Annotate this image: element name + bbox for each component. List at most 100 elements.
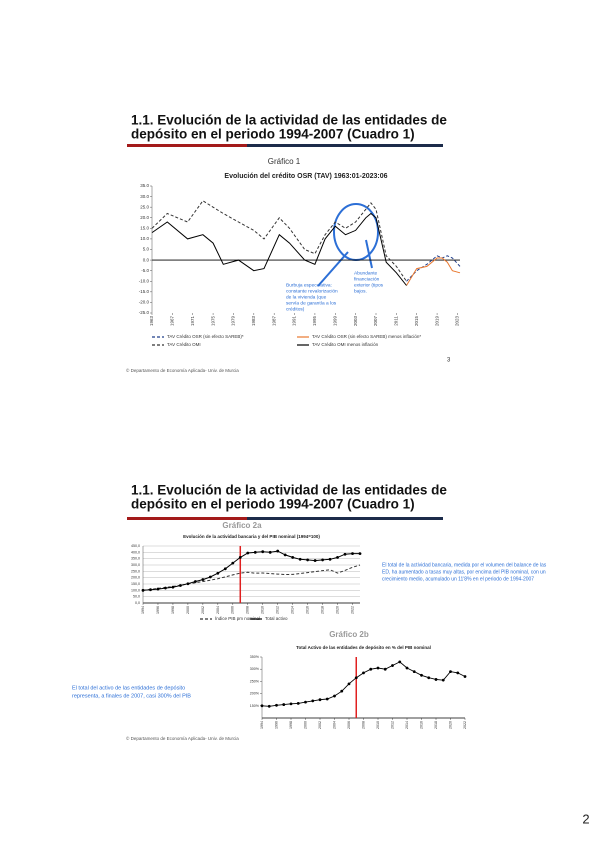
x-tick-label: 2011: [394, 316, 399, 326]
data-point: [260, 704, 264, 708]
x-tick-label: 2022: [463, 721, 467, 729]
x-tick-label: 2010: [261, 606, 265, 614]
x-tick-label: 1999: [332, 316, 337, 327]
x-tick-label: 1987: [271, 316, 276, 327]
data-point: [456, 671, 460, 675]
data-point: [405, 666, 409, 670]
annotation: de la vivienda (que: [286, 294, 327, 300]
data-point: [427, 676, 431, 680]
data-point: [238, 556, 242, 559]
legend-label: Total activo: [265, 616, 288, 621]
data-point: [298, 557, 302, 561]
y-tick-label: 450,0: [131, 544, 140, 548]
x-tick-label: 2000: [186, 606, 190, 614]
note-text: crecimiento medio, acumulado un 11'8% en…: [382, 576, 534, 582]
chart-title: Evolución de la actividad bancaria y del…: [183, 534, 320, 539]
data-point: [267, 704, 271, 708]
legend-label: Índice PIB pm nominal: [215, 615, 260, 621]
slide-title: 1.1. Evolución de la actividad de las en…: [131, 113, 447, 128]
x-tick-label: 2012: [390, 721, 394, 729]
footer: © Departamento de Economía Aplicada- Uni…: [126, 735, 239, 741]
data-point: [369, 667, 373, 671]
x-tick-label: 1995: [312, 316, 317, 327]
data-point: [376, 666, 380, 670]
data-point: [231, 561, 235, 565]
y-tick-label: -5.0: [141, 268, 149, 273]
y-tick-label: 350,0: [131, 557, 140, 561]
data-point: [463, 675, 467, 678]
legend-label: TAV Crédito OMI menos inflación: [312, 342, 379, 347]
annotation: financiación: [354, 276, 380, 282]
y-tick-label: 400,0: [131, 550, 140, 554]
x-tick-label: 2002: [201, 606, 205, 614]
data-point: [149, 588, 152, 592]
data-point: [441, 678, 445, 682]
data-point: [216, 571, 220, 575]
annotation: servía de garantía a los: [286, 300, 337, 306]
y-tick-label: 50,0: [133, 595, 140, 599]
x-tick-label: 2012: [276, 606, 280, 614]
x-tick-label: 2016: [419, 721, 423, 729]
x-tick-label: 2015: [414, 316, 419, 327]
x-tick-label: 2002: [318, 721, 322, 729]
x-tick-label: 2008: [246, 606, 250, 614]
y-tick-label: -15.0: [139, 289, 150, 294]
data-point: [282, 703, 286, 706]
note-text: representa, a finales de 2007, casi 300%…: [72, 693, 191, 699]
data-point: [383, 667, 387, 671]
data-point: [351, 552, 354, 555]
y-tick-label: 200,0: [131, 576, 140, 580]
data-point: [276, 549, 280, 553]
x-tick-label: 1975: [210, 316, 215, 327]
annotation: Abundante: [354, 270, 378, 276]
data-point: [283, 553, 287, 557]
x-tick-label: 1971: [190, 316, 195, 327]
note-text: ED, ha aumentado a tasas muy altas, por …: [382, 569, 546, 575]
annotation: exterior (tipos: [354, 282, 384, 288]
slide-number: 3: [447, 358, 451, 364]
y-tick-label: 250,0: [131, 569, 140, 573]
data-point: [208, 575, 212, 579]
data-point: [141, 588, 145, 592]
x-tick-label: 2018: [321, 606, 325, 614]
title-bar-blue: [247, 144, 443, 147]
figure-label: Gráfico 1: [268, 157, 301, 166]
x-tick-label: 2019: [434, 316, 439, 327]
title-bar-red: [127, 144, 247, 147]
legend-label: TAV Crédito OSR (sin efecto SAREB)*: [167, 334, 244, 339]
annotation: créditos): [286, 306, 305, 312]
data-point: [318, 698, 322, 702]
x-tick-label: 2020: [336, 606, 340, 614]
legend-label: TAV Crédito OMI: [167, 342, 201, 347]
x-tick-label: 2000: [303, 721, 307, 729]
series-line: [151, 200, 407, 282]
y-tick-label: 0.0: [143, 257, 150, 262]
x-tick-label: 2010: [376, 721, 380, 729]
slide-title: depósito en el periodo 1994-2007 (Cuadro…: [131, 497, 415, 512]
data-point: [164, 586, 167, 590]
y-tick-label: 250%: [250, 679, 260, 683]
data-point: [333, 694, 336, 698]
x-tick-label: 2018: [434, 721, 438, 729]
y-tick-label: 0,0: [135, 601, 140, 605]
data-point: [306, 558, 310, 562]
data-point: [434, 678, 438, 681]
data-point: [347, 682, 351, 686]
x-tick-label: 1994: [260, 721, 264, 729]
x-tick-label: 2023: [455, 316, 460, 327]
data-point: [296, 701, 300, 705]
x-tick-label: 2016: [306, 606, 310, 614]
x-tick-label: 1979: [231, 316, 236, 327]
y-tick-label: 25.0: [140, 204, 149, 209]
y-tick-label: 30.0: [140, 194, 149, 199]
x-tick-label: 2008: [361, 721, 365, 729]
x-tick-label: 1963: [149, 316, 154, 327]
data-point: [449, 670, 452, 674]
x-tick-label: 2003: [353, 316, 358, 327]
chart-title: Total Activo de las entidades de depósit…: [296, 645, 431, 650]
y-tick-label: 150%: [250, 704, 260, 708]
data-point: [354, 676, 358, 680]
y-tick-label: -25.0: [139, 310, 150, 315]
x-tick-label: 1996: [156, 606, 160, 614]
data-point: [179, 584, 182, 587]
